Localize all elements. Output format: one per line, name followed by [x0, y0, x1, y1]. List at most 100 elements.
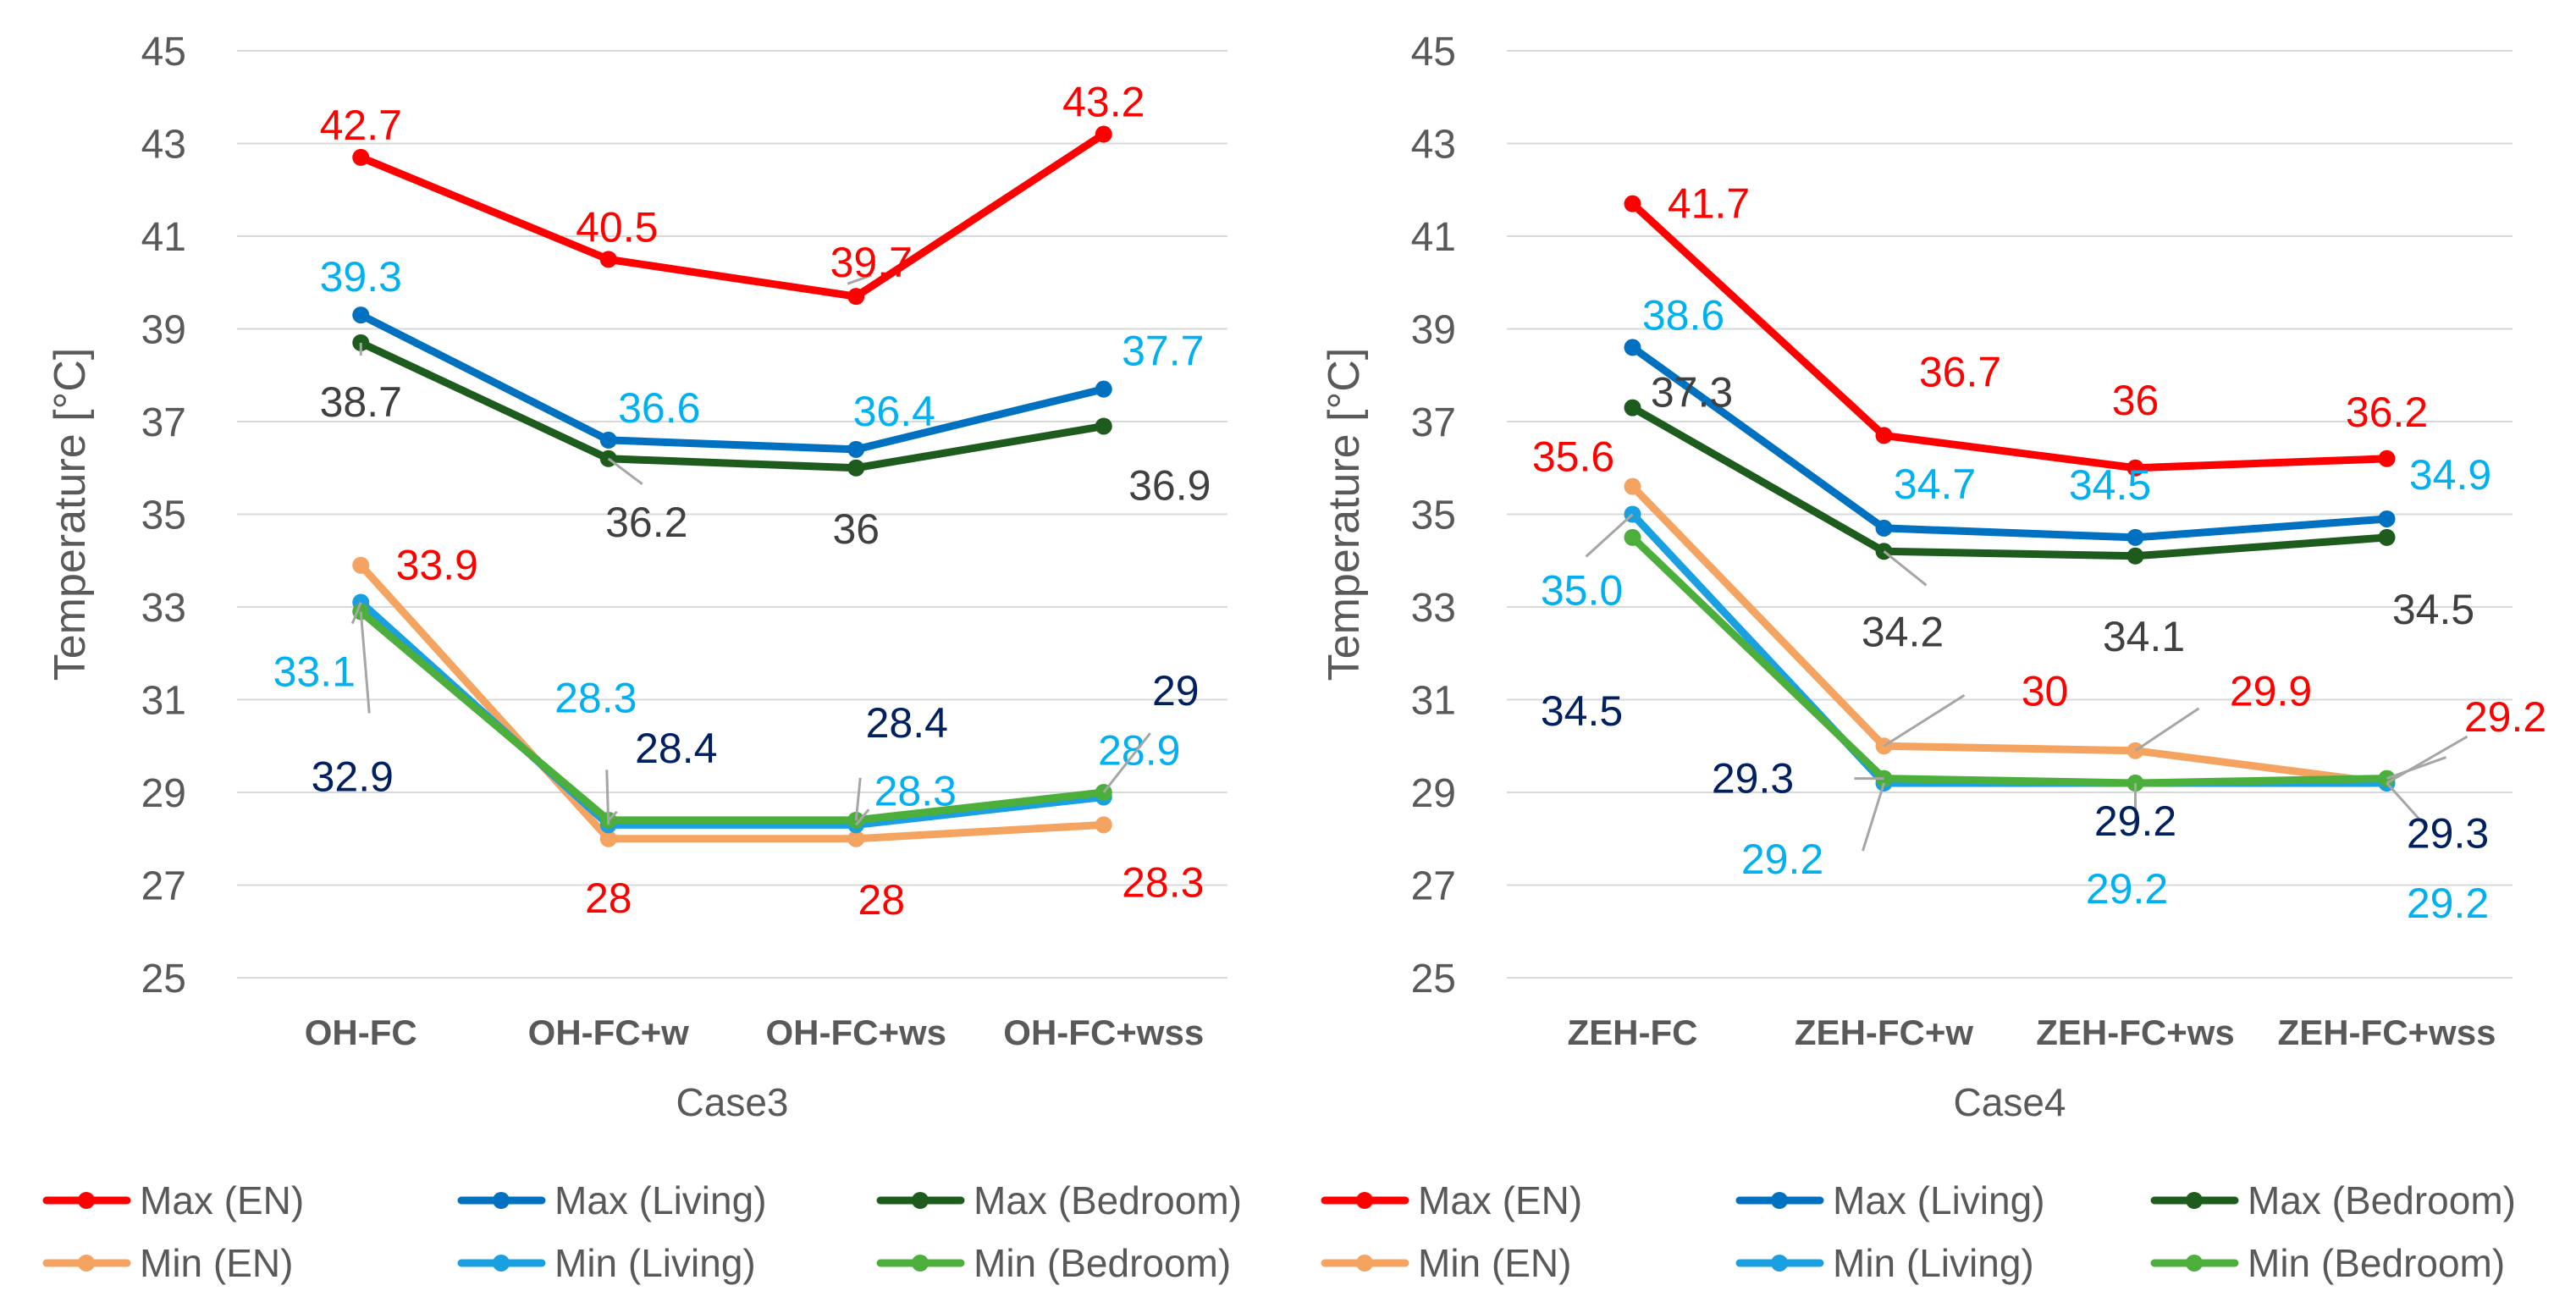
legend-item-max-bedroom: Max (Bedroom): [2150, 1178, 2516, 1222]
data-point-max-bedroom: [847, 459, 865, 477]
data-point-min-en: [599, 830, 617, 847]
x-axis-title: Case4: [1954, 1080, 2066, 1124]
y-tick-label: 45: [141, 30, 186, 74]
y-tick-label: 33: [141, 586, 186, 631]
legend-swatch-marker: [912, 1192, 929, 1209]
y-tick-label: 31: [141, 679, 186, 724]
data-label-max-living: 34.9: [2409, 451, 2491, 499]
data-label-max-living: 34.7: [1894, 461, 1976, 508]
data-label-max-en: 39.7: [830, 239, 913, 286]
x-tick-label-oh-fc-w: OH-FC+w: [528, 1012, 690, 1052]
data-label-max-bedroom: 36.9: [1128, 461, 1211, 509]
x-tick-label-oh-fc: OH-FC: [305, 1012, 417, 1052]
data-point-max-en: [2126, 459, 2144, 477]
y-tick-label: 41: [141, 215, 186, 260]
data-point-max-en: [352, 148, 370, 166]
series-max-en: [352, 125, 1112, 306]
legend-item-max-living: Max (Living): [457, 1178, 767, 1222]
data-label-min-en: 35.6: [1532, 433, 1614, 481]
data-label-leader: [1102, 732, 1151, 793]
legend-label: Max (EN): [140, 1178, 304, 1222]
legend-item-min-en: Min (EN): [1321, 1241, 1571, 1285]
data-label-leader: [1585, 513, 1634, 558]
data-label-max-bedroom: 38.7: [320, 378, 402, 426]
data-label-min-living: 28.3: [874, 767, 957, 814]
x-tick-label-zeh-fc-ws: ZEH-FC+ws: [2036, 1012, 2235, 1052]
data-point-max-living: [2378, 510, 2396, 527]
y-tick-label: 31: [1411, 679, 1456, 724]
data-label-leader: [1883, 550, 1928, 587]
data-label-leader: [847, 273, 872, 285]
data-label-min-en: 29.9: [2230, 668, 2312, 715]
data-point-max-en: [1875, 427, 1893, 444]
series-min-en: [352, 556, 1112, 847]
data-label-min-bedroom: 29.3: [2407, 810, 2489, 858]
data-label-max-bedroom: 34.2: [1862, 608, 1944, 655]
data-label-min-en: 28: [858, 876, 905, 924]
data-label-leader: [607, 457, 643, 485]
data-point-min-en: [1095, 816, 1112, 834]
data-point-max-bedroom: [2126, 547, 2144, 565]
data-point-max-living: [352, 306, 370, 324]
legend-swatch-marker: [2186, 1192, 2203, 1209]
y-tick-label: 39: [1411, 308, 1456, 353]
data-label-min-bedroom: 29.2: [2094, 797, 2176, 845]
legend-swatch-marker: [912, 1255, 929, 1272]
legend-swatch-marker: [493, 1192, 510, 1209]
data-point-min-bedroom: [1624, 528, 1641, 546]
legend-item-max-living: Max (Living): [1735, 1178, 2045, 1222]
legend-label: Min (EN): [1418, 1241, 1571, 1285]
data-label-min-living: 29.2: [2407, 880, 2489, 927]
data-point-max-en: [2378, 450, 2396, 467]
data-point-max-living: [2126, 528, 2144, 546]
data-label-max-en: 36.2: [2346, 389, 2428, 436]
x-axis-title: Case3: [676, 1080, 789, 1124]
x-tick-label-zeh-fc-wss: ZEH-FC+wss: [2278, 1012, 2496, 1052]
series-max-living: [352, 306, 1112, 458]
x-tick-label-zeh-fc: ZEH-FC: [1568, 1012, 1698, 1052]
x-tick-label-oh-fc-wss: OH-FC+wss: [1003, 1012, 1204, 1052]
data-label-min-living: 28.3: [554, 674, 637, 721]
data-label-min-living: 29.2: [1741, 836, 1823, 883]
series-max-living: [1624, 339, 2396, 546]
data-label-max-living: 39.3: [320, 253, 402, 301]
data-label-min-bedroom: 29.3: [1712, 755, 1794, 803]
legend-swatch-marker: [1771, 1192, 1788, 1209]
legend-item-min-living: Min (Living): [1735, 1241, 2034, 1285]
legend-swatch-marker: [1356, 1192, 1373, 1209]
data-label-min-living: 35.0: [1541, 567, 1623, 615]
data-label-max-en: 43.2: [1062, 79, 1145, 126]
legend-swatch-marker: [1771, 1255, 1788, 1272]
legend-swatch-marker: [2186, 1255, 2203, 1272]
data-point-max-en: [847, 288, 865, 306]
data-label-leader: [855, 808, 870, 826]
data-label-max-living: 34.5: [2069, 461, 2151, 509]
data-point-min-en: [847, 830, 865, 847]
data-point-max-en: [599, 251, 617, 268]
y-tick-label: 29: [1411, 771, 1456, 816]
data-label-max-living: 37.7: [1122, 328, 1204, 375]
series-line-min-living: [356, 599, 1108, 829]
data-label-leader: [1883, 693, 1966, 748]
y-tick-label: 25: [1411, 957, 1456, 1001]
series-line-max-en: [356, 130, 1108, 301]
data-label-min-en: 29.2: [2464, 693, 2546, 741]
data-point-max-living: [847, 440, 865, 458]
data-point-max-living: [1875, 519, 1893, 537]
y-tick-label: 43: [1411, 123, 1456, 168]
data-label-min-bedroom: 29: [1152, 667, 1200, 714]
data-label-min-en: 28.3: [1122, 858, 1204, 906]
series-max-en: [1624, 195, 2396, 477]
y-tick-label: 35: [141, 494, 186, 538]
legend-item-max-en: Max (EN): [42, 1178, 304, 1222]
legend-label: Max (Bedroom): [2248, 1178, 2516, 1222]
legend: Max (EN) Max (Living) Max (Bedroom) Max (EN…: [42, 1178, 2516, 1285]
data-label-leader: [1862, 782, 1885, 852]
y-tick-label: 37: [1411, 400, 1456, 445]
y-tick-label: 35: [1411, 494, 1456, 538]
data-label-min-bedroom: 32.9: [312, 753, 394, 800]
data-label-max-bedroom: 34.5: [2392, 586, 2474, 633]
series-min-bedroom: [1624, 528, 2396, 792]
data-label-max-en: 40.5: [576, 203, 658, 251]
